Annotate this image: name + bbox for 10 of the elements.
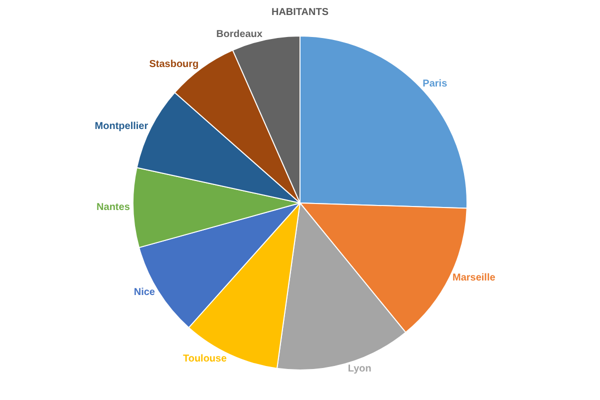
slice-label: Lyon (348, 363, 372, 374)
slice-label: Nantes (96, 202, 130, 214)
slice-label: Montpellier (94, 121, 148, 132)
slice-label: Toulouse (182, 354, 228, 365)
slice-label: Stasbourg (149, 59, 199, 70)
slice-label: Marseille (452, 272, 496, 284)
slice-label: Nice (134, 287, 156, 298)
slice-label: Paris (422, 78, 448, 90)
slice-label: Bordeaux (216, 28, 263, 40)
chart-title: HABITANTS (271, 7, 329, 18)
